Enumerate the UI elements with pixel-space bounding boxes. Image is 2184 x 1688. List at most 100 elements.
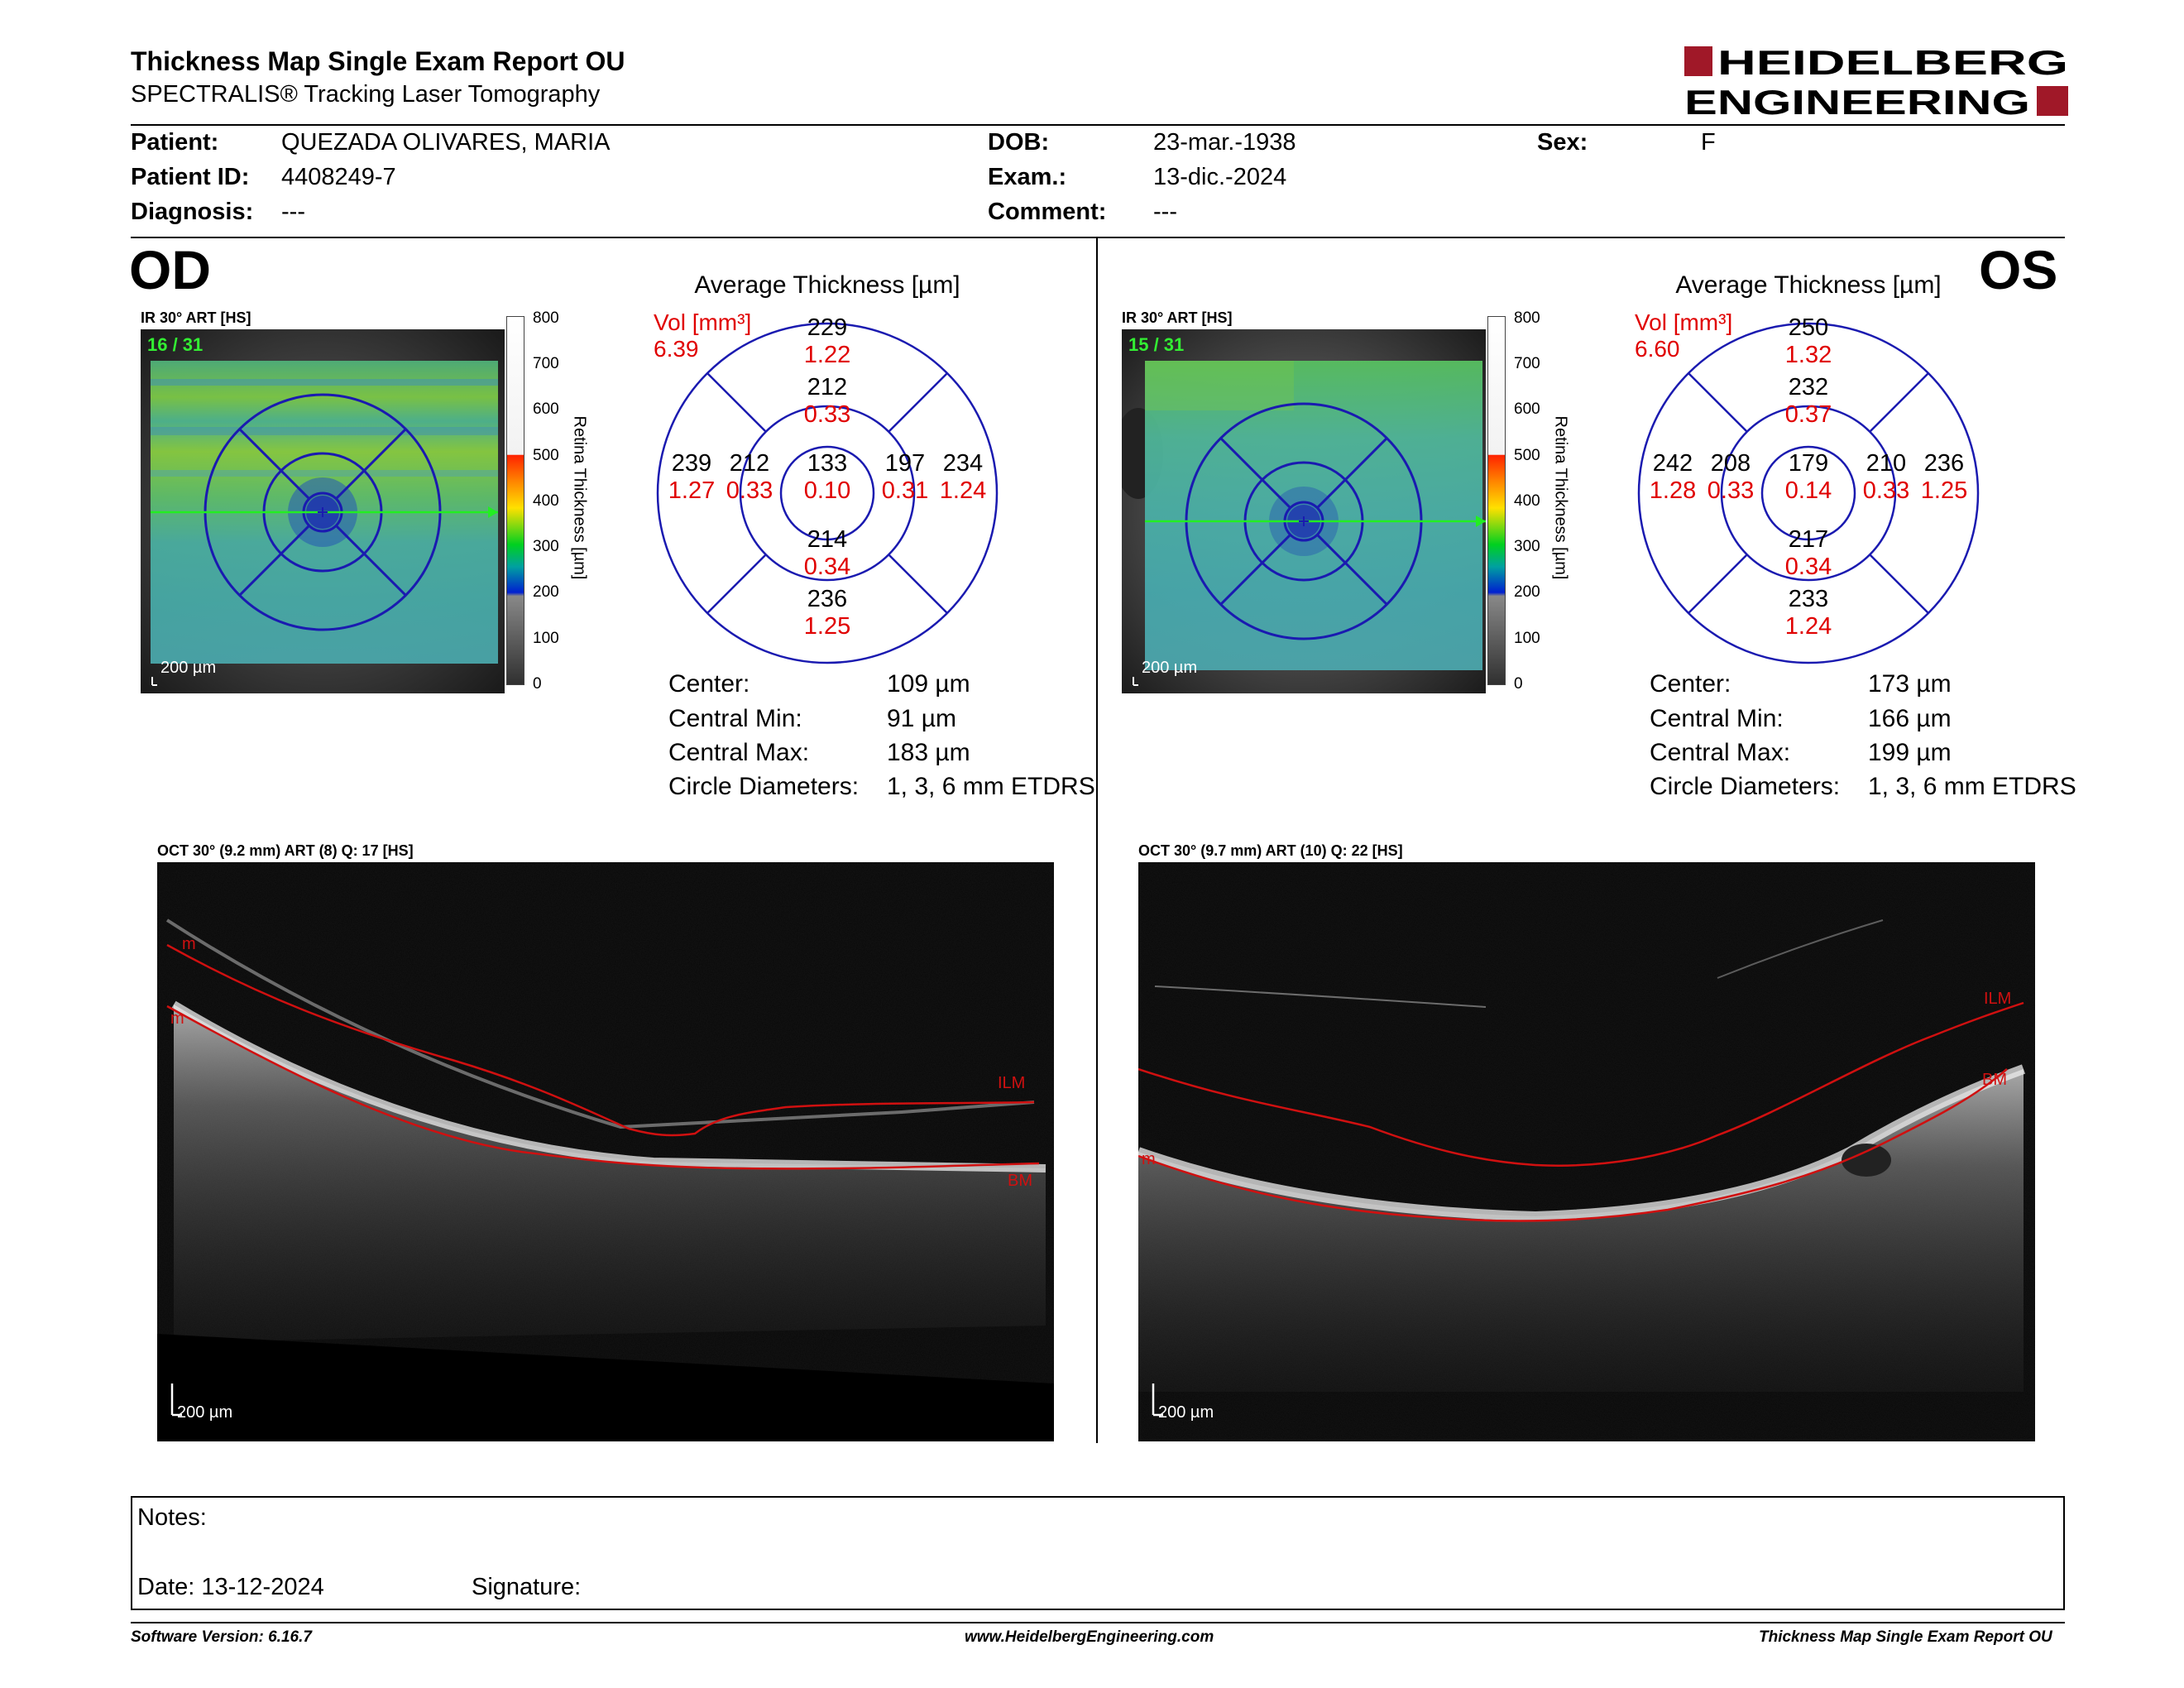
os-outer-left: 242 1.28 bbox=[1649, 450, 1697, 504]
od-oct-ilm-marker: m bbox=[182, 935, 196, 953]
os-colorbar bbox=[1487, 316, 1506, 685]
od-avg-title: Average Thickness [µm] bbox=[694, 271, 960, 299]
od-stat-min-value: 91 µm bbox=[887, 705, 956, 732]
os-oct-ilm-label: ILM bbox=[1984, 990, 2012, 1008]
os-eye-label: OS bbox=[1979, 239, 2058, 300]
od-etdrs-grid bbox=[656, 322, 999, 664]
od-vol-label: Vol [mm³] bbox=[654, 309, 752, 335]
report-title: Thickness Map Single Exam Report OU bbox=[131, 46, 625, 76]
os-outer-right: 236 1.25 bbox=[1920, 450, 1968, 504]
od-colorbar-ticks: 800 700 600 500 400 300 200 100 0 bbox=[533, 309, 559, 693]
notes-label: Notes: bbox=[137, 1504, 207, 1531]
os-outer-inferior: 233 1.24 bbox=[1784, 586, 1832, 640]
os-etdrs-grid bbox=[1637, 322, 1980, 664]
od-center: 133 0.10 bbox=[803, 450, 851, 504]
os-oct-title: OCT 30° (9.7 mm) ART (10) Q: 22 [HS] bbox=[1138, 842, 1403, 859]
os-inner-superior: 232 0.37 bbox=[1784, 374, 1832, 428]
os-oct-bm-marker: m bbox=[1142, 1150, 1156, 1168]
od-stat-diam-label: Circle Diameters: bbox=[668, 773, 860, 800]
patient-id-label: Patient ID: bbox=[131, 164, 250, 190]
od-vol-value: 6.39 bbox=[654, 336, 699, 362]
os-colorbar-ticks: 800 700 600 500 400 300 200 100 0 bbox=[1514, 309, 1540, 693]
od-eye-label: OD bbox=[129, 239, 211, 300]
od-oct-bscan[interactable] bbox=[157, 862, 1054, 1441]
os-inner-left: 208 0.33 bbox=[1707, 450, 1755, 504]
dob-label: DOB: bbox=[988, 129, 1050, 156]
sex-value: F bbox=[1701, 129, 1716, 156]
os-vol-value: 6.60 bbox=[1635, 336, 1680, 362]
od-outer-superior: 229 1.22 bbox=[803, 314, 851, 368]
dob-value: 23-mar.-1938 bbox=[1153, 129, 1296, 156]
svg-text:HEIDELBERG: HEIDELBERG bbox=[1717, 45, 2068, 82]
od-inner-superior: 212 0.33 bbox=[803, 374, 851, 428]
os-oct-bscan[interactable] bbox=[1138, 862, 2035, 1441]
os-avg-title: Average Thickness [µm] bbox=[1675, 271, 1942, 299]
od-frame-count: 16 / 31 bbox=[147, 334, 204, 355]
od-oct-title: OCT 30° (9.2 mm) ART (8) Q: 17 [HS] bbox=[157, 842, 414, 859]
info-divider bbox=[131, 237, 2065, 238]
od-colorbar-label: Retina Thickness [µm] bbox=[570, 415, 589, 580]
os-ir-title: IR 30° ART [HS] bbox=[1122, 309, 1233, 326]
od-ir-thickness-map[interactable] bbox=[141, 329, 505, 693]
patient-name: QUEZADA OLIVARES, MARIA bbox=[281, 129, 611, 156]
od-colorbar bbox=[506, 316, 524, 685]
od-stat-center-label: Center: bbox=[668, 670, 750, 698]
os-inner-inferior: 217 0.34 bbox=[1784, 526, 1832, 580]
svg-text:ENGINEERING: ENGINEERING bbox=[1684, 83, 2030, 119]
exam-value: 13-dic.-2024 bbox=[1153, 164, 1287, 190]
os-ir-scale: 200 µm bbox=[1142, 659, 1198, 677]
od-stat-max-value: 183 µm bbox=[887, 739, 970, 766]
od-outer-inferior: 236 1.25 bbox=[803, 586, 851, 640]
os-stat-max-value: 199 µm bbox=[1868, 739, 1952, 766]
os-colorbar-label: Retina Thickness [µm] bbox=[1551, 415, 1570, 580]
os-outer-superior: 250 1.32 bbox=[1784, 314, 1832, 368]
os-stat-diam-value: 1, 3, 6 mm ETDRS bbox=[1868, 773, 2076, 800]
notes-date: Date: 13-12-2024 bbox=[137, 1574, 324, 1600]
os-stat-center-value: 173 µm bbox=[1868, 670, 1952, 698]
patient-id: 4408249-7 bbox=[281, 164, 396, 190]
os-ir-thickness-map[interactable] bbox=[1122, 329, 1486, 693]
eye-divider bbox=[1096, 238, 1098, 1443]
patient-label: Patient: bbox=[131, 129, 219, 156]
od-stat-min-label: Central Min: bbox=[668, 705, 802, 732]
od-outer-right: 234 1.24 bbox=[939, 450, 987, 504]
os-center: 179 0.14 bbox=[1784, 450, 1832, 504]
footer-report-name: Thickness Map Single Exam Report OU bbox=[1759, 1628, 2052, 1646]
comment-label: Comment: bbox=[988, 199, 1107, 225]
od-ir-title: IR 30° ART [HS] bbox=[141, 309, 251, 326]
od-stat-diam-value: 1, 3, 6 mm ETDRS bbox=[887, 773, 1095, 800]
os-oct-scale: 200 µm bbox=[1158, 1403, 1214, 1422]
od-outer-left: 239 1.27 bbox=[668, 450, 716, 504]
footer-software-version: Software Version: 6.16.7 bbox=[131, 1628, 312, 1646]
od-inner-left: 212 0.33 bbox=[726, 450, 774, 504]
exam-label: Exam.: bbox=[988, 164, 1067, 190]
os-frame-count: 15 / 31 bbox=[1128, 334, 1185, 355]
od-inner-inferior: 214 0.34 bbox=[803, 526, 851, 580]
od-ir-scale: 200 µm bbox=[160, 659, 217, 677]
os-stat-max-label: Central Max: bbox=[1650, 739, 1791, 766]
notes-signature: Signature: bbox=[472, 1574, 582, 1600]
diagnosis-label: Diagnosis: bbox=[131, 199, 254, 225]
notes-box[interactable]: Notes: Date: 13-12-2024 Signature: bbox=[131, 1496, 2065, 1610]
footer-website[interactable]: www.HeidelbergEngineering.com bbox=[965, 1628, 1214, 1646]
os-stat-min-label: Central Min: bbox=[1650, 705, 1784, 732]
header-divider bbox=[131, 124, 2065, 126]
od-stat-max-label: Central Max: bbox=[668, 739, 810, 766]
diagnosis-value: --- bbox=[281, 199, 305, 225]
footer-divider bbox=[131, 1622, 2065, 1623]
sex-label: Sex: bbox=[1537, 129, 1588, 156]
os-oct-bm-label: BM bbox=[1982, 1071, 2007, 1089]
od-oct-bm-marker: m bbox=[170, 1009, 184, 1028]
od-oct-scale: 200 µm bbox=[177, 1403, 233, 1422]
os-vol-label: Vol [mm³] bbox=[1635, 309, 1733, 335]
os-inner-right: 210 0.33 bbox=[1862, 450, 1910, 504]
od-oct-ilm-label: ILM bbox=[998, 1074, 1026, 1092]
od-oct-bm-label: BM bbox=[1008, 1172, 1032, 1190]
os-stat-center-label: Center: bbox=[1650, 670, 1731, 698]
od-inner-right: 197 0.31 bbox=[881, 450, 929, 504]
od-stat-center-value: 109 µm bbox=[887, 670, 970, 698]
os-stat-diam-label: Circle Diameters: bbox=[1650, 773, 1841, 800]
os-stat-min-value: 166 µm bbox=[1868, 705, 1952, 732]
heidelberg-logo: HEIDELBERG ENGINEERING bbox=[1684, 45, 2068, 119]
report-subtitle: SPECTRALIS® Tracking Laser Tomography bbox=[131, 81, 601, 108]
